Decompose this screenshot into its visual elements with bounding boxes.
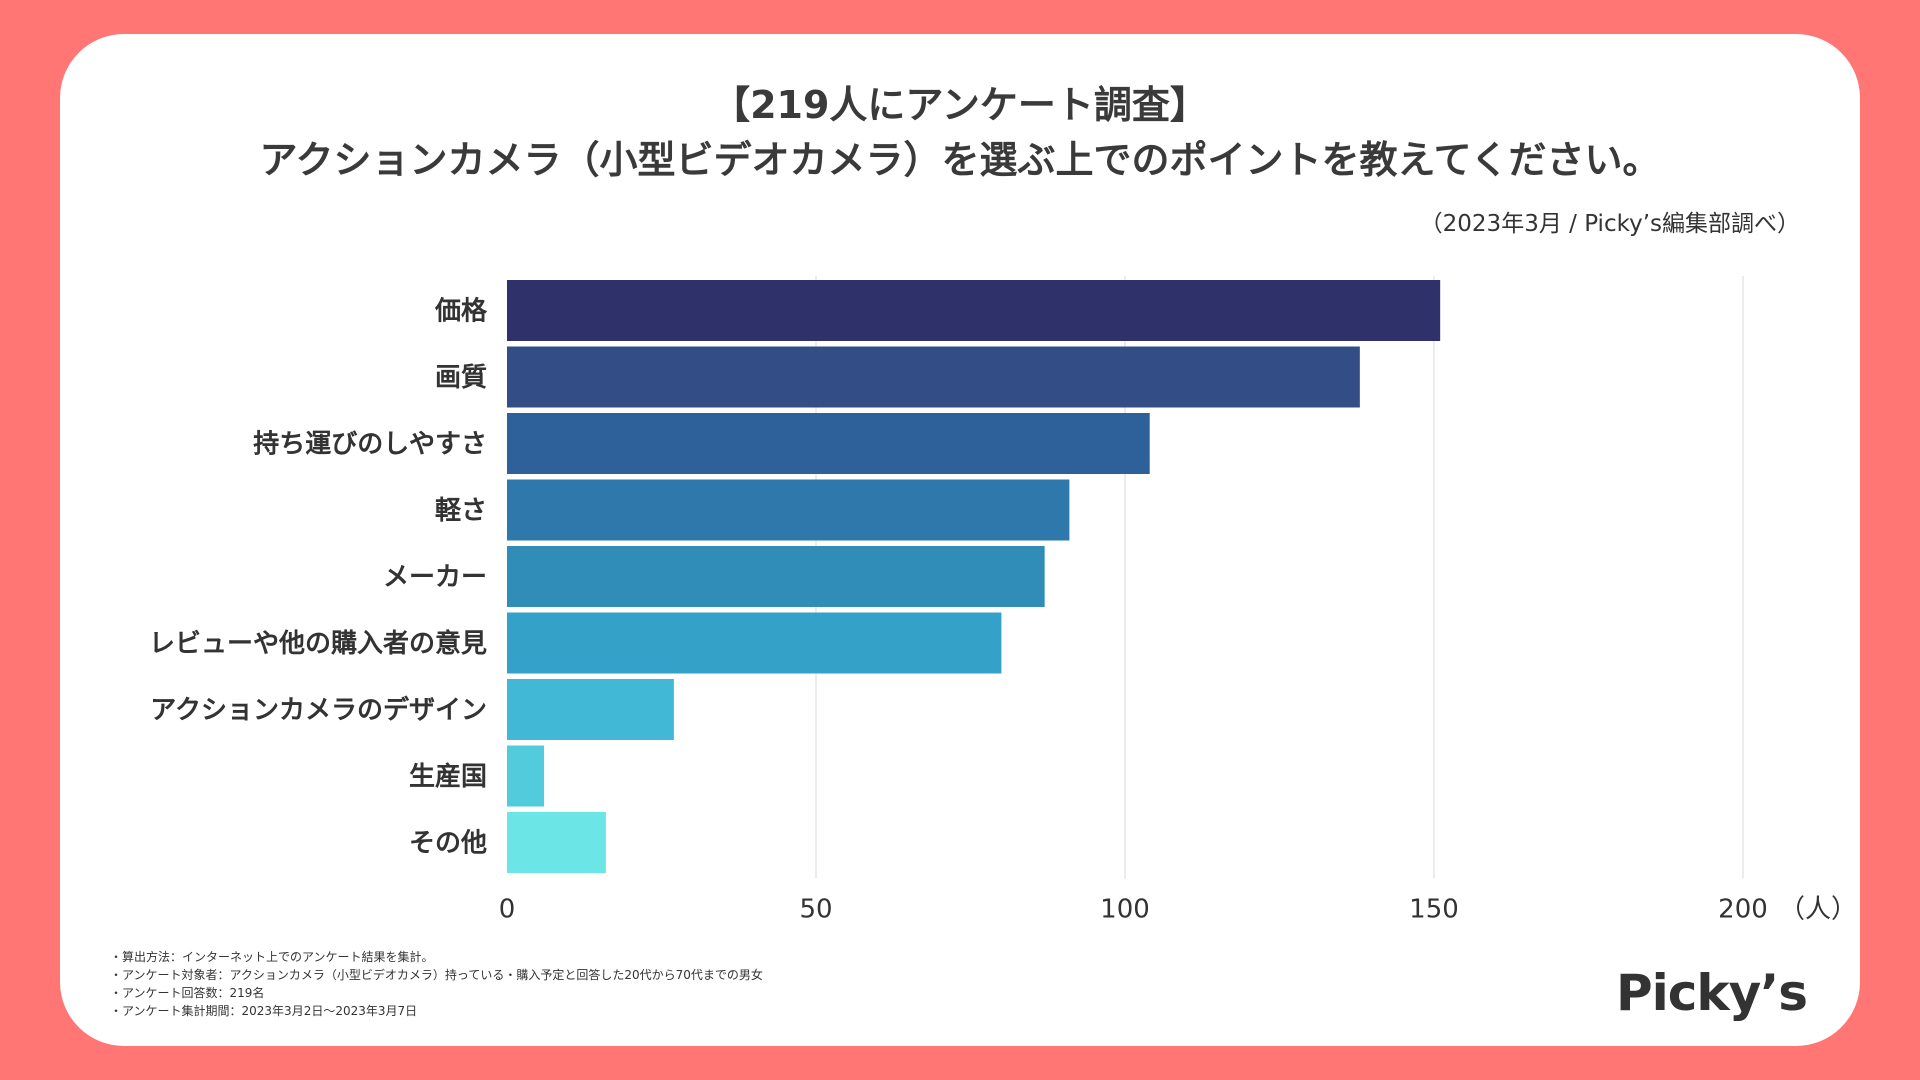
survey-note: ・アンケート回答数：219名 <box>110 986 265 1000</box>
x-tick-label: 0 <box>499 895 516 925</box>
category-label: メーカー <box>383 563 487 593</box>
survey-note: ・アンケート集計期間：2023年3月2日〜2023年3月7日 <box>110 1004 418 1018</box>
category-label: その他 <box>409 829 487 859</box>
chart-title-line2: アクションカメラ（小型ビデオカメラ）を選ぶ上でのポイントを教えてください。 <box>259 138 1661 182</box>
bar <box>507 280 1441 341</box>
picky-logo: Picky’s <box>1616 964 1808 1022</box>
bar <box>507 679 674 740</box>
category-label: 軽さ <box>435 495 487 526</box>
survey-note: ・算出方法：インターネット上でのアンケート結果を集計。 <box>110 950 434 964</box>
x-tick-label: 50 <box>799 895 832 925</box>
x-tick-label: 100 <box>1100 895 1150 925</box>
bar <box>507 812 606 873</box>
bar <box>507 546 1045 607</box>
category-label: アクションカメラのデザイン <box>150 695 487 726</box>
bar <box>507 745 545 807</box>
category-label: 生産国 <box>409 761 487 792</box>
chart-title-line1: 【219人にアンケート調査】 <box>712 83 1208 127</box>
bar <box>507 346 1360 408</box>
survey-notes: ・算出方法：インターネット上でのアンケート結果を集計。 ・アンケート対象者：アク… <box>110 948 763 1020</box>
survey-note: ・アンケート対象者：アクションカメラ（小型ビデオカメラ）持っている・購入予定と回… <box>110 968 763 982</box>
chart-card: 【219人にアンケート調査】 アクションカメラ（小型ビデオカメラ）を選ぶ上でのポ… <box>60 34 1860 1046</box>
x-unit-label: （人） <box>1779 895 1857 925</box>
x-tick-label: 200 <box>1718 895 1768 925</box>
x-tick-label: 150 <box>1409 895 1459 925</box>
bar <box>507 612 1002 674</box>
bar <box>507 413 1150 474</box>
category-label: レビューや他の購入者の意見 <box>149 628 487 659</box>
category-label: 画質 <box>435 363 487 393</box>
source-note: （2023年3月 / Picky’s編集部調べ） <box>1419 211 1800 237</box>
category-label: 持ち運びのしやすさ <box>253 430 487 460</box>
bar-chart: 0 50 100 150 200 （人） 価格画質持ち運びのしやすさ軽さメーカーレビューや他… <box>149 276 1857 925</box>
category-label: 価格 <box>434 296 488 327</box>
bar <box>507 479 1070 541</box>
